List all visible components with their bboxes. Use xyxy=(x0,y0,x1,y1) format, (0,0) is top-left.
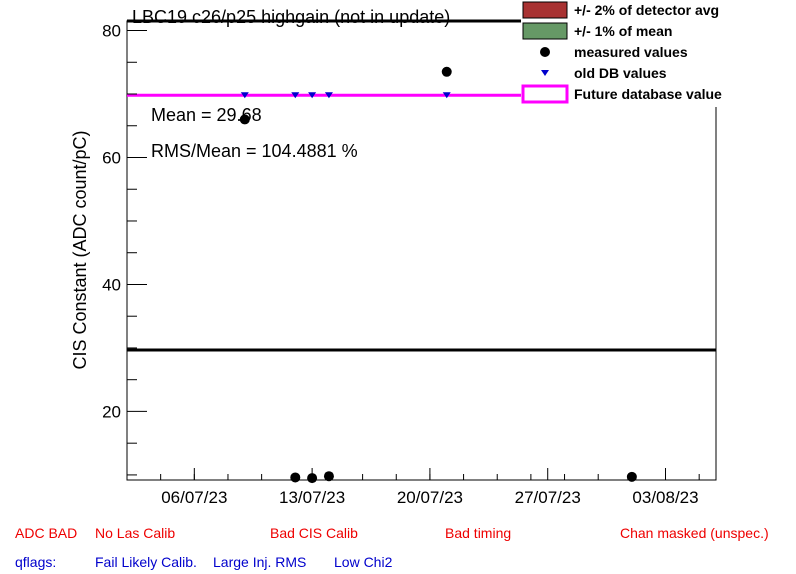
legend-swatch-1 xyxy=(522,22,568,40)
qflag-label-3: Low Chi2 xyxy=(334,554,393,570)
measured-value-point-2 xyxy=(307,473,318,484)
flag-label-4: Chan masked (unspec.) xyxy=(620,525,769,541)
measured-value-point-3 xyxy=(323,471,334,482)
old-db-value-marker-3 xyxy=(324,92,333,99)
qflag-label-2: Large Inj. RMS xyxy=(213,554,306,570)
old-db-value-marker-0 xyxy=(240,92,249,99)
rms-mean-annotation: RMS/Mean = 104.4881 % xyxy=(151,141,358,161)
measured-value-point-1 xyxy=(290,472,301,483)
y-tick-label-2: 60 xyxy=(102,148,121,167)
qflag-label-0: qflags: xyxy=(15,554,56,570)
legend-label-2: measured values xyxy=(574,44,688,60)
x-tick-label-4: 03/08/23 xyxy=(632,488,698,507)
y-tick-label-1: 40 xyxy=(102,275,121,294)
measured-value-point-4 xyxy=(441,66,452,77)
legend-swatch-4 xyxy=(521,84,569,104)
legend-swatch-2 xyxy=(540,47,550,57)
old-db-value-marker-4 xyxy=(442,92,451,99)
x-tick-label-0: 06/07/23 xyxy=(161,488,227,507)
flag-label-1: No Las Calib xyxy=(95,525,175,541)
legend-swatch-0 xyxy=(522,1,568,19)
x-tick-label-2: 20/07/23 xyxy=(397,488,463,507)
legend-label-4: Future database value xyxy=(574,86,722,102)
y-tick-label-3: 80 xyxy=(102,22,121,41)
y-axis-label: CIS Constant (ADC count/pC) xyxy=(70,130,90,369)
old-db-value-marker-1 xyxy=(291,92,300,99)
measured-value-point-5 xyxy=(626,471,637,482)
legend-label-1: +/- 1% of mean xyxy=(574,23,672,39)
x-tick-label-1: 13/07/23 xyxy=(279,488,345,507)
y-tick-label-0: 20 xyxy=(102,402,121,421)
legend-label-3: old DB values xyxy=(574,65,667,81)
legend-swatch-3 xyxy=(541,70,549,76)
flag-label-0: ADC BAD xyxy=(15,525,77,541)
mean-annotation: Mean = 29.68 xyxy=(151,105,262,125)
flags-footer: ADC BAD No Las Calib Bad CIS Calib Bad timi… xyxy=(15,525,769,570)
flag-label-3: Bad timing xyxy=(445,525,511,541)
flag-label-2: Bad CIS Calib xyxy=(270,525,358,541)
old-db-value-marker-2 xyxy=(308,92,317,99)
measured-value-point-0 xyxy=(239,114,250,125)
legend-label-0: +/- 2% of detector avg xyxy=(574,2,719,18)
legend: +/- 2% of detector avg +/- 1% of mean meas… xyxy=(521,0,722,107)
chart-title: LBC19 c26/p25 highgain (not in update) xyxy=(132,7,450,27)
x-tick-label-3: 27/07/23 xyxy=(515,488,581,507)
qflag-label-1: Fail Likely Calib. xyxy=(95,554,197,570)
